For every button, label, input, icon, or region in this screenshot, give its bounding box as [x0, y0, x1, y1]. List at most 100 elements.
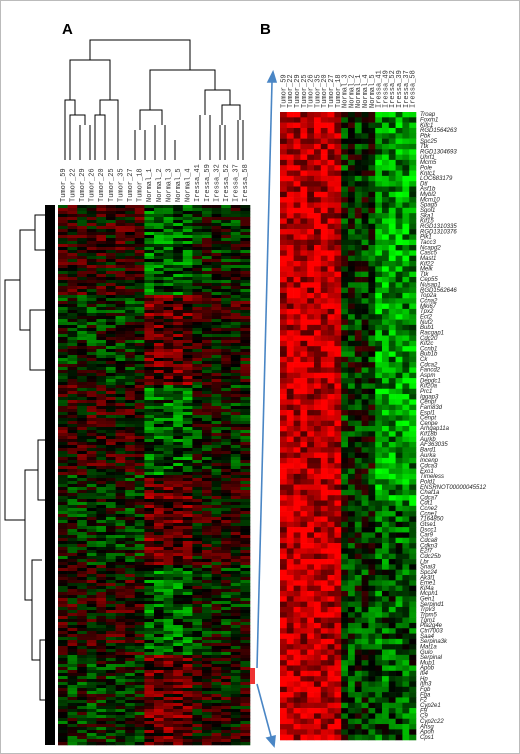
heatmap-cell — [402, 441, 410, 448]
heatmap-cell — [125, 241, 136, 245]
heatmap-cell — [58, 664, 68, 668]
heatmap-cell — [202, 673, 212, 677]
heatmap-cell — [182, 532, 193, 536]
heatmap-cell — [134, 607, 145, 611]
heatmap-cell — [202, 271, 212, 275]
heatmap-cell — [409, 261, 417, 267]
heatmap-cell — [106, 259, 116, 263]
heatmap-cell — [280, 404, 288, 411]
heatmap-cell — [58, 454, 68, 458]
heatmap-cell — [341, 308, 349, 315]
heatmap-cell — [125, 355, 136, 359]
heatmap-cell — [154, 355, 164, 359]
heatmap-cell — [280, 170, 288, 177]
heatmap-cell — [211, 568, 222, 572]
heatmap-cell — [182, 412, 193, 416]
heatmap-cell — [96, 223, 107, 227]
heatmap-cell — [202, 682, 212, 686]
heatmap-cell — [192, 499, 203, 503]
heatmap-cell — [115, 262, 126, 266]
heatmap-cell — [361, 149, 369, 155]
heatmap-cell — [221, 499, 232, 503]
heatmap-cell — [173, 502, 184, 506]
heatmap-cell — [163, 226, 174, 230]
heatmap-cell — [182, 295, 193, 299]
heatmap-cell — [134, 307, 145, 311]
heatmap-cell — [361, 292, 369, 299]
heatmap-cell — [368, 292, 376, 299]
heatmap-cell — [58, 556, 68, 560]
heatmap-cell — [348, 463, 356, 469]
heatmap-cell — [134, 685, 145, 689]
heatmap-cell — [221, 514, 232, 518]
heatmap-cell — [221, 667, 232, 671]
heatmap-cell — [375, 191, 383, 198]
heatmap-cell — [182, 568, 193, 572]
heatmap-cell — [173, 619, 184, 623]
heatmap-cell — [382, 191, 390, 198]
heatmap-cell — [134, 244, 145, 248]
heatmap-cell — [182, 694, 193, 698]
heatmap-cell — [58, 688, 68, 692]
heatmap-cell — [354, 420, 362, 427]
heatmap-cell — [125, 631, 136, 635]
heatmap-cell — [211, 487, 222, 491]
heatmap-cell — [230, 235, 241, 239]
heatmap-cell — [240, 541, 251, 545]
heatmap-cell — [280, 127, 288, 134]
heatmap-cell — [173, 454, 184, 458]
heatmap-cell — [182, 472, 193, 476]
heatmap-cell — [77, 253, 88, 257]
heatmap-cell — [96, 628, 107, 632]
heatmap-cell — [230, 502, 241, 506]
heatmap-cell — [361, 234, 369, 241]
heatmap-cell — [134, 280, 145, 284]
heatmap-cell — [240, 349, 251, 353]
heatmap-cell — [144, 484, 155, 488]
heatmap-cell — [221, 271, 232, 275]
heatmap-cell — [307, 197, 315, 203]
heatmap-cell — [173, 577, 184, 581]
heatmap-cell — [402, 303, 410, 310]
heatmap-cell — [300, 388, 308, 395]
heatmap-cell — [67, 307, 78, 311]
heatmap-cell — [154, 430, 164, 434]
heatmap-cell — [144, 652, 155, 656]
heatmap-cell — [58, 280, 68, 284]
heatmap-cell — [286, 415, 294, 421]
heatmap-cell — [115, 415, 126, 419]
heatmap-cell — [202, 214, 212, 218]
heatmap-cell — [202, 637, 212, 641]
heatmap-cell — [163, 478, 174, 482]
heatmap-cell — [348, 127, 356, 134]
heatmap-cell — [182, 550, 193, 554]
heatmap-cell — [221, 487, 232, 491]
heatmap-cell — [67, 253, 78, 257]
heatmap-cell — [230, 343, 241, 347]
heatmap-cell — [163, 256, 174, 260]
heatmap-cell — [67, 499, 78, 503]
heatmap-cell — [125, 247, 136, 251]
heatmap-cell — [173, 265, 184, 269]
heatmap-cell — [134, 718, 145, 722]
heatmap-cell — [361, 383, 369, 390]
heatmap-cell — [368, 250, 376, 256]
heatmap-cell — [334, 255, 342, 262]
heatmap-cell — [77, 631, 88, 635]
heatmap-cell — [375, 324, 383, 331]
heatmap-cell — [163, 319, 174, 323]
heatmap-cell — [202, 640, 212, 644]
heatmap-cell — [163, 385, 174, 389]
heatmap-cell — [173, 529, 184, 533]
heatmap-cell — [96, 451, 107, 455]
heatmap-cell — [402, 133, 410, 139]
heatmap-cell — [402, 388, 410, 395]
heatmap-cell — [58, 586, 68, 590]
heatmap-cell — [58, 646, 68, 650]
heatmap-cell — [134, 595, 145, 599]
heatmap-cell — [192, 259, 203, 263]
heatmap-cell — [211, 478, 222, 482]
heatmap-cell — [361, 112, 369, 118]
heatmap-cell — [334, 175, 342, 182]
heatmap-cell — [240, 649, 251, 653]
